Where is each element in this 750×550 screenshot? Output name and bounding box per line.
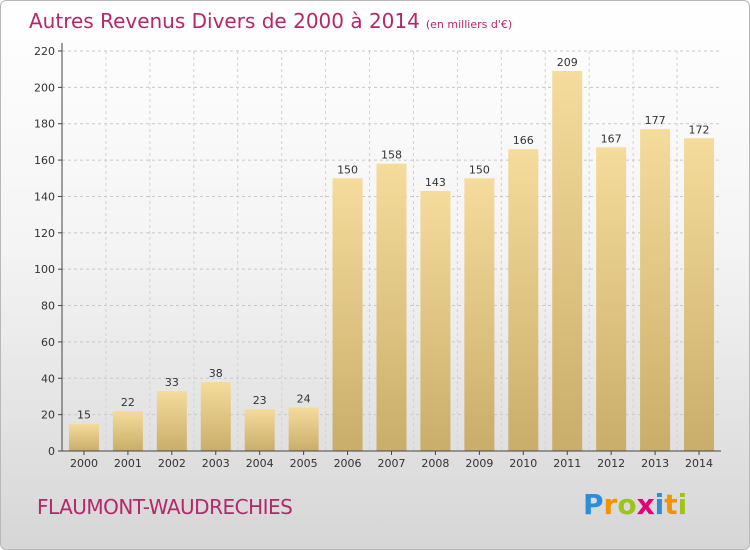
y-tick-label: 220 (34, 45, 55, 58)
bar (112, 411, 143, 451)
data-label: 177 (645, 114, 666, 127)
x-tick-label: 2006 (334, 457, 362, 470)
x-tick-label: 2005 (290, 457, 318, 470)
data-label: 15 (77, 409, 91, 422)
data-label: 172 (689, 123, 710, 136)
y-tick-label: 200 (34, 81, 55, 94)
bar (332, 178, 363, 452)
y-tick-label: 140 (34, 190, 55, 203)
bar (508, 149, 539, 451)
logo-letter: o (617, 488, 637, 521)
chart-title-unit: (en milliers d'€) (425, 18, 513, 31)
y-tick-label: 40 (41, 372, 55, 385)
logo-letter: P (583, 488, 604, 521)
y-tick-label: 0 (48, 445, 55, 458)
data-label: 33 (165, 376, 179, 389)
bar (156, 391, 187, 451)
data-labels: 15 22 33 38 23 24 150 158 143 150 166 209 167 177 172 (77, 56, 710, 422)
data-label: 150 (469, 163, 490, 176)
bar (684, 138, 715, 452)
bar (244, 409, 275, 451)
logo-letter: t (664, 488, 678, 521)
x-tick-label: 2004 (246, 457, 274, 470)
logo-letter: x (636, 488, 655, 521)
y-tick-label: 20 (41, 409, 55, 422)
x-tick-label: 2003 (202, 457, 230, 470)
data-label: 167 (601, 132, 622, 145)
bar (464, 178, 495, 452)
x-tick-label: 2013 (641, 457, 669, 470)
bar (596, 147, 627, 451)
bar (376, 163, 407, 451)
data-label: 166 (513, 134, 534, 147)
bar (200, 381, 231, 451)
y-tick-label: 160 (34, 154, 55, 167)
place-name: FLAUMONT-WAUDRECHIES (37, 495, 293, 519)
x-tick-label: 2008 (421, 457, 449, 470)
x-tick-label: 2001 (114, 457, 142, 470)
bar (640, 129, 671, 451)
y-tick-label: 60 (41, 336, 55, 349)
bar (552, 71, 583, 451)
bar (68, 423, 99, 451)
y-tick-label: 80 (41, 300, 55, 313)
grid-lines (62, 50, 721, 451)
data-label: 23 (253, 394, 267, 407)
chart-title: Autres Revenus Divers de 2000 à 2014 (en … (29, 9, 512, 33)
proxiti-logo: Proxiti (583, 488, 687, 521)
x-tick-label: 2011 (553, 457, 581, 470)
y-tick-label: 100 (34, 263, 55, 276)
x-tick-label: 2000 (70, 457, 98, 470)
data-label: 209 (557, 56, 578, 69)
x-tick-label: 2014 (685, 457, 713, 470)
data-label: 150 (337, 163, 358, 176)
data-label: 22 (121, 396, 135, 409)
axes: 0 20 40 60 80 100 120 140 160 180 200 220 2000 2001 20… (34, 43, 721, 470)
bar (420, 191, 451, 451)
logo-letter: i (677, 488, 688, 521)
x-tick-label: 2002 (158, 457, 186, 470)
x-tick-label: 2009 (465, 457, 493, 470)
data-label: 143 (425, 176, 446, 189)
bar (288, 407, 319, 451)
chart-title-text: Autres Revenus Divers de 2000 à 2014 (29, 9, 420, 33)
x-tick-label: 2007 (378, 457, 406, 470)
y-tick-label: 180 (34, 118, 55, 131)
data-label: 24 (297, 392, 311, 405)
logo-letter: i (654, 488, 665, 521)
data-label: 38 (209, 367, 223, 380)
data-label: 158 (381, 149, 402, 162)
bars (68, 71, 715, 452)
x-tick-label: 2012 (597, 457, 625, 470)
logo-letter: r (603, 488, 618, 521)
y-tick-label: 120 (34, 227, 55, 240)
x-tick-label: 2010 (509, 457, 537, 470)
